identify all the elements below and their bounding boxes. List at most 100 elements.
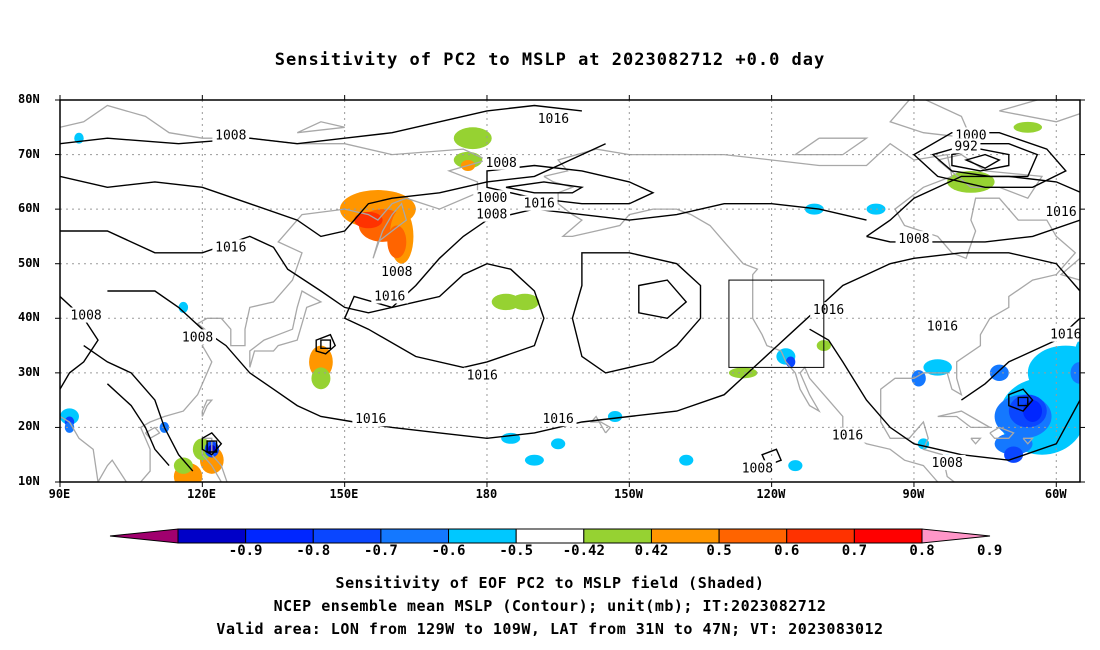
contour-label-bg — [928, 454, 966, 470]
lat-label: 10N — [18, 474, 40, 488]
coastline — [144, 426, 161, 440]
contour-label-bg — [520, 195, 558, 211]
contour-label: 1016 — [927, 319, 958, 334]
sensitivity-patch — [785, 356, 796, 368]
sensitivity-patch — [1004, 446, 1024, 463]
contour-label-bg — [463, 367, 501, 383]
contour-label: 1016 — [467, 369, 498, 384]
sensitivity-patch — [453, 127, 492, 150]
gridlines — [60, 100, 1080, 482]
colorbar-label: 0.42 — [634, 543, 669, 559]
lat-label: 60N — [18, 201, 40, 216]
contour-label-bg — [1047, 326, 1085, 342]
sensitivity-patch — [453, 151, 483, 169]
coastline — [999, 100, 1080, 123]
sensitivity-patch — [354, 211, 383, 229]
colorbar-label: -0.5 — [499, 543, 534, 559]
coastline — [543, 142, 1077, 482]
colorbar — [109, 528, 991, 544]
colorbar-swatch — [515, 528, 585, 544]
colorbar-label: 0.7 — [841, 543, 868, 559]
contour-label-bg — [829, 427, 866, 443]
colorbar-label: -0.42 — [562, 543, 605, 559]
mslp-contour — [964, 153, 1001, 169]
axis-ticks — [55, 95, 1085, 487]
colorbar-label: -0.6 — [431, 543, 466, 559]
colorbar-label: -0.7 — [364, 543, 398, 559]
contour-label: 1016 — [542, 412, 573, 427]
coastline — [201, 399, 214, 417]
contour-label-bg — [371, 288, 409, 304]
contour-label-bg — [738, 460, 776, 476]
sensitivity-patch — [923, 359, 952, 376]
contour-label: 1000 — [476, 191, 507, 206]
colorbar-label: -0.8 — [296, 543, 331, 559]
sensitivity-patch — [1013, 121, 1043, 133]
mslp-contour — [486, 164, 655, 205]
sensitivity-patch — [1027, 345, 1080, 401]
contour-label: 1016 — [538, 112, 569, 127]
colorbar-swatch — [583, 528, 652, 544]
mslp-contour — [343, 262, 545, 369]
contour-label: 1016 — [374, 289, 405, 304]
caption-line-3: Valid area: LON from 129W to 109W, LAT f… — [216, 620, 884, 638]
mslp-contour — [315, 333, 337, 355]
contour-label: 1016 — [215, 240, 246, 255]
sensitivity-patch — [64, 421, 75, 433]
coastline — [937, 410, 993, 429]
colorbar-label: -0.9 — [228, 543, 263, 559]
sensitivity-patch — [607, 411, 623, 422]
mslp-contour — [83, 345, 194, 472]
lat-label: 80N — [18, 92, 40, 106]
contour-label-bg — [212, 127, 250, 143]
colorbar-swatch — [380, 528, 450, 544]
contour-label-bg — [924, 318, 961, 334]
sensitivity-patch — [1023, 400, 1043, 422]
mslp-contour — [60, 203, 867, 314]
sensitivity-patch — [551, 438, 566, 450]
contour-label-bg — [539, 411, 577, 427]
lat-label: 30N — [18, 364, 40, 379]
coastline — [201, 437, 228, 482]
sensitivity-patch — [1089, 185, 1100, 201]
coastline — [793, 137, 869, 156]
lon-label: 90W — [902, 487, 925, 501]
contour-label-bg — [482, 154, 520, 170]
sensitivity-patch — [387, 225, 407, 259]
valid-area-box — [728, 279, 825, 368]
contour-label: 1016 — [524, 197, 555, 212]
contour-label: 1008 — [742, 461, 773, 476]
contour-label: 1016 — [355, 412, 386, 427]
colorbar-swatch — [312, 528, 382, 544]
mslp-contour — [60, 104, 582, 145]
colorbar-swatch — [448, 528, 517, 544]
mslp-contour — [206, 440, 218, 453]
coastline — [543, 175, 939, 482]
sensitivity-patch — [173, 457, 193, 474]
coastline — [1059, 257, 1080, 281]
mslp-contour — [1017, 396, 1029, 407]
contour-label-bg — [473, 190, 511, 206]
colorbar-swatch — [718, 528, 788, 544]
sensitivity-patch — [60, 408, 79, 425]
colorbar-end-left — [109, 528, 179, 544]
contour-label: 1008 — [215, 128, 246, 143]
lat-label: 40N — [18, 310, 40, 325]
colorbar-swatch — [853, 528, 923, 544]
lon-label: 120W — [756, 487, 786, 501]
lon-label: 90E — [48, 487, 71, 501]
contour-label-bg — [810, 302, 847, 318]
contour-label-bg — [895, 231, 933, 247]
contour-label: 1008 — [70, 309, 101, 324]
contour-label: 1008 — [486, 156, 517, 171]
colorbar-end-right — [921, 528, 991, 544]
lat-label: 20N — [18, 419, 40, 434]
coastline — [372, 202, 408, 259]
lat-label: 70N — [18, 146, 40, 161]
contour-label-bg — [212, 239, 250, 255]
colorbar-swatch — [650, 528, 720, 544]
contour-label: 1008 — [381, 265, 412, 280]
sensitivity-patch — [524, 454, 544, 466]
caption-line-2: NCEP ensemble mean MSLP (Contour); unit(… — [273, 597, 827, 615]
